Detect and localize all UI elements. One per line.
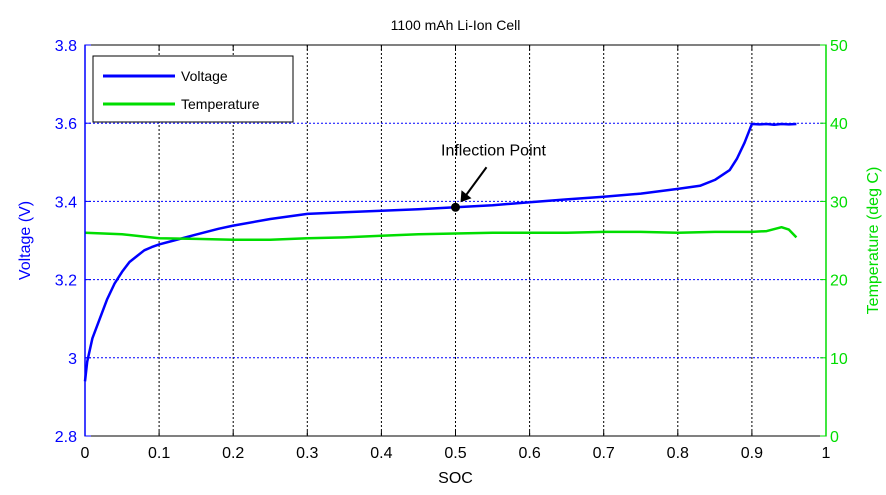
x-tick-label: 0 — [81, 445, 90, 462]
chart-title: 1100 mAh Li-Ion Cell — [391, 17, 521, 33]
x-axis: 0 0.1 0.2 0.3 0.4 0.5 0.6 0.7 0.8 0.9 1 — [81, 45, 831, 462]
x-tick-label: 0.2 — [222, 445, 244, 462]
y-left-tick-label: 2.8 — [55, 429, 77, 446]
grid-lines — [85, 45, 826, 436]
legend-label: Voltage — [181, 68, 228, 84]
y-left-tick-label: 3.2 — [55, 273, 77, 290]
y-axis-left: 2.8 3 3.2 3.4 3.6 3.8 — [55, 38, 91, 446]
series-line-voltage — [83, 122, 797, 382]
series-layer — [83, 122, 798, 382]
x-axis-label: SOC — [438, 470, 473, 487]
series-line-temperature — [84, 225, 798, 241]
annotation-marker — [451, 202, 460, 212]
y-left-tick-label: 3.6 — [55, 116, 77, 133]
y-right-tick-label: 0 — [830, 429, 839, 446]
legend: Voltage Temperature — [92, 55, 294, 123]
x-tick-label: 0.6 — [518, 445, 540, 462]
annotation: Inflection Point — [441, 142, 547, 212]
y-left-tick-label: 3.8 — [55, 38, 77, 55]
y-left-tick-label: 3 — [68, 351, 77, 368]
x-tick-label: 0.3 — [296, 445, 318, 462]
x-tick-label: 0.1 — [148, 445, 170, 462]
y-right-tick-label: 10 — [830, 351, 848, 368]
x-tick-label: 0.8 — [667, 445, 689, 462]
annotation-arrowhead — [460, 190, 472, 203]
y-right-tick-label: 20 — [830, 273, 848, 290]
y-axis-label-right: Temperature (deg C) — [865, 167, 882, 315]
annotation-label: Inflection Point — [441, 142, 547, 159]
x-tick-label: 0.7 — [593, 445, 615, 462]
x-tick-label: 0.4 — [370, 445, 392, 462]
y-axis-right: 0 10 20 30 40 50 — [820, 38, 848, 446]
legend-box — [92, 55, 294, 123]
x-tick-label: 1 — [822, 445, 831, 462]
legend-label: Temperature — [181, 96, 260, 112]
y-right-tick-label: 30 — [830, 194, 848, 211]
y-axis-label-left: Voltage (V) — [17, 201, 34, 280]
x-tick-label: 0.5 — [444, 445, 466, 462]
y-right-tick-label: 40 — [830, 116, 848, 133]
x-tick-label: 0.9 — [741, 445, 763, 462]
y-left-tick-label: 3.4 — [55, 194, 77, 211]
annotation-arrow — [463, 166, 488, 198]
y-right-tick-label: 50 — [830, 38, 848, 55]
